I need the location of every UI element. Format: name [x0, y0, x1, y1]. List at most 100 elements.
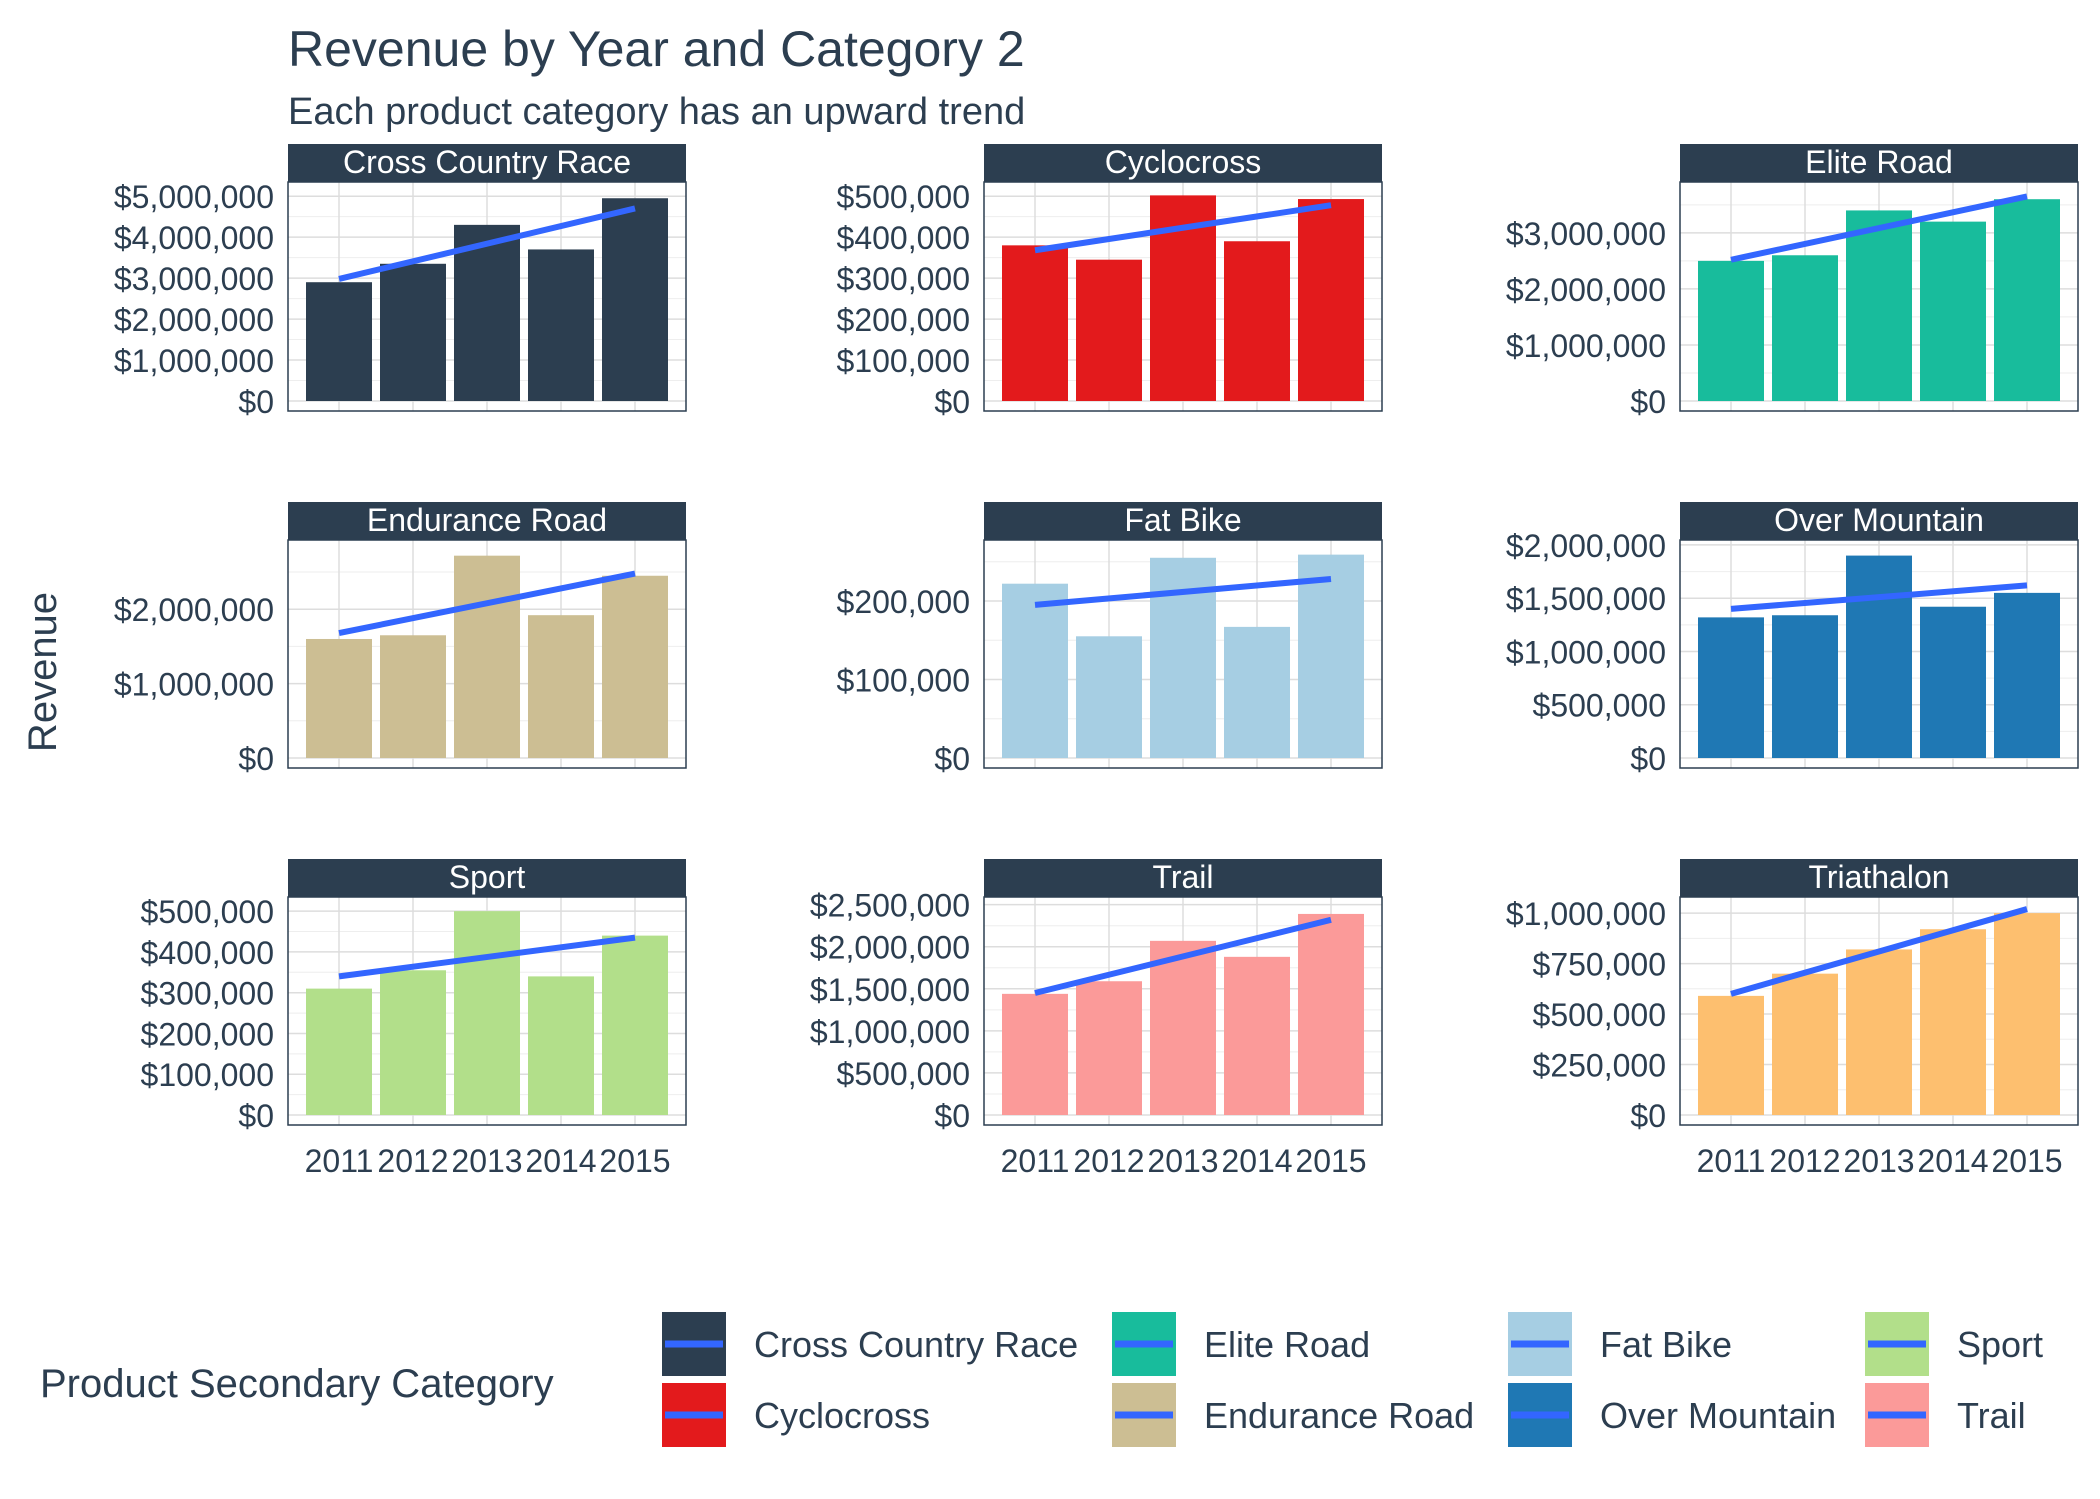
trend-line [338, 934, 636, 980]
y-tick-label: $750,000 [1533, 947, 1666, 983]
y-tick-label: $5,000,000 [114, 179, 274, 215]
facet-panel: Trail $0 $500,000 $1,000,000 $1,500,000 $2,00… [810, 859, 1383, 1179]
facet-strip [288, 859, 686, 897]
y-tick-label: $1,500,000 [1506, 581, 1666, 617]
bar [602, 935, 668, 1115]
chart-subtitle: Each product category has an upward tren… [288, 91, 1025, 133]
y-tick-label: $100,000 [837, 662, 970, 698]
bar [1994, 913, 2060, 1115]
bar [1920, 929, 1986, 1115]
facet-strip-label: Trail [1152, 859, 1213, 895]
facet-strip-label: Fat Bike [1124, 502, 1241, 538]
bar [1224, 626, 1290, 758]
y-tick-label: $200,000 [837, 302, 970, 338]
bar [1994, 592, 2060, 758]
facet-border [983, 539, 1383, 769]
y-tick-label: $1,500,000 [810, 972, 970, 1008]
x-tick-label: 2011 [305, 1143, 374, 1179]
facet-strip-label: Triathalon [1808, 859, 1949, 895]
trend-line [1034, 575, 1332, 608]
chart-title: Revenue by Year and Category 2 [288, 21, 1025, 77]
y-tick-label: $0 [238, 384, 274, 420]
y-tick-label: $200,000 [141, 1016, 274, 1052]
y-tick-label: $500,000 [837, 1056, 970, 1092]
y-tick-label: $500,000 [141, 894, 274, 930]
y-tick-label: $0 [934, 384, 970, 420]
bar [1846, 949, 1912, 1115]
x-tick-label: 2015 [599, 1143, 670, 1179]
x-tick-label: 2013 [1147, 1143, 1218, 1179]
y-tick-label: $3,000,000 [114, 261, 274, 297]
facet-strip [1680, 859, 2078, 897]
facet-strip [288, 144, 686, 182]
trend-line [1730, 193, 2028, 263]
facet-panel: Fat Bike $0 $100,000 $200,000 [837, 502, 1383, 777]
bar [306, 638, 372, 758]
facet-panel: Cyclocross $0 $100,000 $200,000 $300,000 $400… [837, 144, 1383, 420]
facet-strip [1680, 144, 2078, 182]
bar [1698, 995, 1764, 1115]
bar [528, 249, 594, 401]
facet-border [1679, 181, 2079, 412]
legend-label: Cyclocross [754, 1395, 930, 1436]
bar [1846, 555, 1912, 758]
legend: Product Secondary Category Cross Country… [40, 1312, 2043, 1447]
y-tick-label: $1,000,000 [1506, 634, 1666, 670]
facet-strip-label: Over Mountain [1774, 502, 1984, 538]
x-tick-label: 2013 [451, 1143, 522, 1179]
bar [1772, 255, 1838, 401]
trend-line [1730, 582, 2028, 612]
y-tick-label: $4,000,000 [114, 220, 274, 256]
facet-border [287, 181, 687, 412]
y-axis-label: Revenue [21, 592, 65, 752]
bar [1698, 260, 1764, 401]
bar [1920, 606, 1986, 758]
y-tick-label: $1,000,000 [114, 343, 274, 379]
facet-panel: Triathalon $0 $250,000 $500,000 $750,000 $1,0… [1506, 859, 2079, 1179]
legend-label: Trail [1957, 1395, 2026, 1436]
x-tick-label: 2012 [377, 1143, 448, 1179]
legend-entry: Endurance Road [1112, 1383, 1474, 1447]
y-tick-label: $2,000,000 [1506, 272, 1666, 308]
bar [1076, 636, 1142, 758]
legend-label: Endurance Road [1204, 1395, 1474, 1436]
legend-entry: Over Mountain [1508, 1383, 1836, 1447]
facet-panel: Endurance Road $0 $1,000,000 $2,000,000 [114, 502, 687, 777]
facet-border [983, 896, 1383, 1126]
y-tick-label: $2,000,000 [1506, 528, 1666, 564]
facet-strip [984, 144, 1382, 182]
y-tick-label: $0 [1630, 741, 1666, 777]
legend-label: Over Mountain [1600, 1395, 1836, 1436]
bar [306, 988, 372, 1115]
x-tick-label: 2014 [1221, 1143, 1292, 1179]
facet-panel: Elite Road $0 $1,000,000 $2,000,000 $3,000,0… [1506, 144, 2079, 420]
y-tick-label: $0 [934, 741, 970, 777]
legend-label: Sport [1957, 1324, 2043, 1365]
bar [1846, 210, 1912, 401]
y-tick-label: $1,000,000 [810, 1014, 970, 1050]
bar [1150, 940, 1216, 1115]
bar [1298, 554, 1364, 758]
y-tick-label: $0 [238, 741, 274, 777]
y-tick-label: $300,000 [141, 976, 274, 1012]
bar [1076, 259, 1142, 401]
x-tick-label: 2011 [1697, 1143, 1766, 1179]
legend-entry: Trail [1865, 1383, 2026, 1447]
trend-line [338, 205, 636, 282]
x-tick-label: 2014 [525, 1143, 596, 1179]
facet-strip [1680, 502, 2078, 540]
bar [1002, 993, 1068, 1115]
y-tick-label: $1,000,000 [1506, 896, 1666, 932]
facet-strip-label: Sport [449, 859, 526, 895]
y-tick-label: $500,000 [1533, 997, 1666, 1033]
bar [1298, 913, 1364, 1115]
facet-strip [984, 859, 1382, 897]
facet-strip [288, 502, 686, 540]
legend-entry: Cross Country Race [662, 1312, 1078, 1376]
y-tick-label: $2,000,000 [114, 302, 274, 338]
bar [1076, 981, 1142, 1115]
legend-entry: Fat Bike [1508, 1312, 1732, 1376]
y-tick-label: $100,000 [837, 343, 970, 379]
facet-panel: Sport $0 $100,000 $200,000 $300,000 $400,000 $… [141, 859, 687, 1179]
x-tick-label: 2011 [1001, 1143, 1070, 1179]
